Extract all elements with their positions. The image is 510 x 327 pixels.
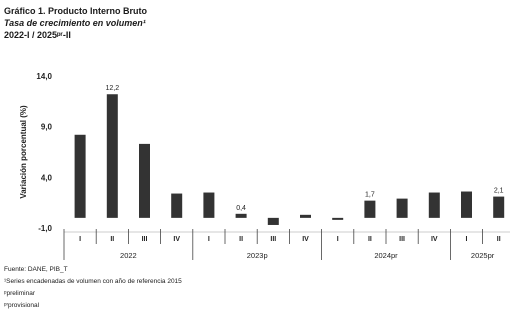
chart-period: 2022-I / 2025ᵖʳ-II <box>4 30 71 40</box>
y-tick-label: 14,0 <box>36 72 52 81</box>
y-tick-label: 9,0 <box>41 123 53 132</box>
bar <box>203 192 215 218</box>
data-label: 0,4 <box>236 205 246 212</box>
x-tick-label: II <box>368 236 372 243</box>
x-tick-label: IV <box>431 236 438 243</box>
data-label: 2,1 <box>494 188 504 195</box>
x-tick-label: II <box>239 236 243 243</box>
chart-title: Gráfico 1. Producto Interno Bruto <box>4 6 148 16</box>
footnote-provisional: ᵖʳprovisional <box>4 302 40 309</box>
bar <box>171 193 183 218</box>
bar <box>332 217 344 220</box>
x-tick-label: I <box>337 236 339 243</box>
bar <box>396 198 408 218</box>
x-group-label: 2022 <box>120 251 137 260</box>
bar <box>235 213 247 218</box>
x-tick-label: II <box>497 236 501 243</box>
bar <box>364 200 376 218</box>
x-group-label: 2025pr <box>471 251 495 260</box>
y-tick-label: 4,0 <box>41 173 53 182</box>
bar <box>300 214 311 218</box>
x-tick-label: I <box>79 236 81 243</box>
x-tick-label: III <box>270 236 276 243</box>
bar <box>461 191 472 218</box>
bar <box>139 143 150 218</box>
bar <box>493 196 505 218</box>
y-axis-label: Variación porcentual (%) <box>19 105 28 199</box>
bar <box>106 94 118 218</box>
footnote-series: ¹Series encadenadas de volumen con año d… <box>4 278 182 285</box>
x-group-label: 2023p <box>247 251 268 260</box>
data-label: 1,7 <box>365 192 375 199</box>
x-tick-label: I <box>466 236 468 243</box>
x-tick-label: I <box>208 236 210 243</box>
bar <box>267 217 279 225</box>
y-tick-label: -1,0 <box>38 224 52 233</box>
data-label: 12,2 <box>105 85 119 92</box>
x-tick-label: III <box>399 236 405 243</box>
x-tick-label: II <box>110 236 114 243</box>
x-group-label: 2024pr <box>374 251 398 260</box>
x-tick-label: IV <box>173 236 180 243</box>
chart-subtitle: Tasa de crecimiento en volumen¹ <box>4 18 146 28</box>
bar <box>74 134 86 218</box>
x-tick-label: IV <box>302 236 309 243</box>
bar <box>428 192 440 218</box>
footnote-source: Fuente: DANE, PIB_T <box>4 266 68 273</box>
footnote-preliminar: ᵖpreliminar <box>4 290 35 297</box>
x-tick-label: III <box>142 236 148 243</box>
